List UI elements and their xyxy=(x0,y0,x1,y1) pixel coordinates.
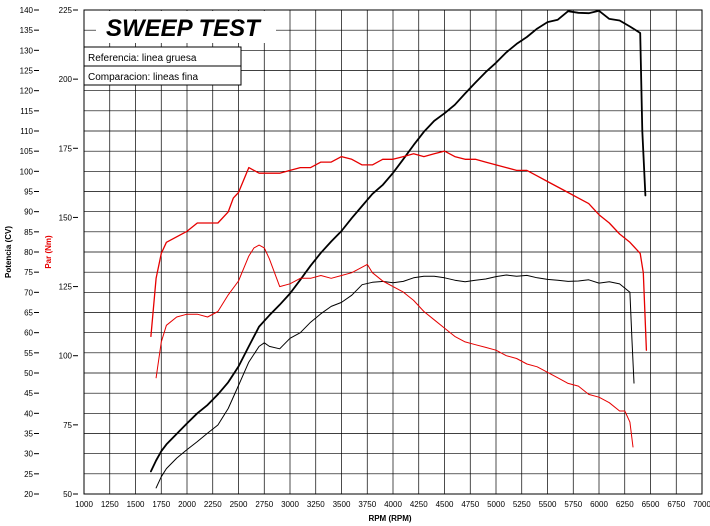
power-axis-label: Potencia (CV) xyxy=(4,226,13,278)
x-tick-label: 1250 xyxy=(101,500,119,509)
title-box: SWEEP TEST xyxy=(96,11,276,43)
torque-tick-label: 225 xyxy=(59,6,73,15)
power-tick-label: 55 xyxy=(24,349,33,358)
power-tick-label: 130 xyxy=(20,46,34,55)
x-tick-label: 5250 xyxy=(513,500,531,509)
x-tick-label: 1000 xyxy=(75,500,93,509)
series-layer xyxy=(149,9,648,489)
power-tick-label: 140 xyxy=(20,6,34,15)
power-axis: 20 25 30 35 40 45 50 55 60 65 70 75 80 85 90 95 100 105 11… xyxy=(20,6,39,499)
power-tick-label: 120 xyxy=(20,87,34,96)
power-tick-label: 85 xyxy=(24,228,33,237)
power-tick-label: 105 xyxy=(20,147,34,156)
x-tick-label: 7000 xyxy=(693,500,710,509)
power-tick-label: 50 xyxy=(24,369,33,378)
title-background xyxy=(96,11,276,43)
x-tick-label: 6500 xyxy=(642,500,660,509)
power-tick-label: 80 xyxy=(24,248,33,257)
grid xyxy=(83,9,703,495)
torque-tick-label: 150 xyxy=(59,213,73,222)
x-axis: 1000 1250 1500 1750 2000 2250 2500 2750 3000 3250… xyxy=(75,500,710,509)
power-tick-label: 110 xyxy=(20,127,33,136)
power-tick-label: 75 xyxy=(24,268,33,277)
series-line-potencia-referencia xyxy=(149,9,647,473)
x-tick-label: 1500 xyxy=(127,500,145,509)
power-tick-label: 60 xyxy=(24,329,33,338)
x-tick-label: 2500 xyxy=(230,500,248,509)
power-tick-label: 135 xyxy=(20,26,34,35)
legend-comparison: Comparacion: lineas fina xyxy=(88,72,198,83)
chart-title: SWEEP TEST xyxy=(106,15,262,42)
x-tick-label: 4000 xyxy=(384,500,402,509)
series-line-potencia-comparacion xyxy=(155,274,635,489)
torque-axis: 50 75 100 125 150 175 200 225 xyxy=(59,6,78,499)
power-tick-label: 95 xyxy=(24,188,33,197)
series-line-par-comparacion xyxy=(155,244,634,448)
x-tick-label: 3500 xyxy=(333,500,351,509)
x-tick-label: 5500 xyxy=(539,500,557,509)
x-tick-label: 1750 xyxy=(152,500,170,509)
torque-axis-label: Par (Nm) xyxy=(44,235,53,269)
torque-tick-label: 175 xyxy=(59,144,73,153)
power-tick-label: 90 xyxy=(24,208,33,217)
power-tick-label: 115 xyxy=(20,107,33,116)
x-tick-label: 2250 xyxy=(204,500,222,509)
x-tick-label: 4250 xyxy=(410,500,428,509)
torque-tick-label: 100 xyxy=(59,352,73,361)
x-tick-label: 2000 xyxy=(178,500,196,509)
x-tick-label: 5000 xyxy=(487,500,505,509)
x-tick-label: 4500 xyxy=(436,500,454,509)
plot-frame xyxy=(83,9,703,495)
x-tick-label: 6250 xyxy=(616,500,634,509)
power-tick-label: 100 xyxy=(20,167,34,176)
power-tick-label: 70 xyxy=(24,288,33,297)
x-tick-label: 3250 xyxy=(307,500,325,509)
power-tick-label: 30 xyxy=(24,450,33,459)
x-tick-label: 5750 xyxy=(564,500,582,509)
power-tick-label: 35 xyxy=(24,430,33,439)
power-tick-label: 25 xyxy=(24,470,33,479)
power-tick-label: 45 xyxy=(24,389,33,398)
legend-reference: Referencia: linea gruesa xyxy=(88,53,197,64)
series-line-par-referencia xyxy=(150,150,648,351)
power-tick-label: 125 xyxy=(20,67,34,76)
torque-tick-label: 75 xyxy=(63,421,72,430)
x-tick-label: 6000 xyxy=(590,500,608,509)
x-axis-label: RPM (RPM) xyxy=(368,514,411,523)
x-tick-label: 6750 xyxy=(667,500,685,509)
torque-tick-label: 50 xyxy=(63,490,72,499)
x-tick-label: 2750 xyxy=(255,500,273,509)
power-tick-label: 40 xyxy=(24,409,33,418)
legend: Referencia: linea gruesa Comparacion: li… xyxy=(83,46,242,86)
power-tick-label: 65 xyxy=(24,309,33,318)
x-tick-label: 4750 xyxy=(461,500,479,509)
torque-tick-label: 125 xyxy=(59,283,73,292)
x-tick-label: 3000 xyxy=(281,500,299,509)
x-tick-label: 3750 xyxy=(358,500,376,509)
torque-tick-label: 200 xyxy=(59,75,73,84)
power-tick-label: 20 xyxy=(24,490,33,499)
